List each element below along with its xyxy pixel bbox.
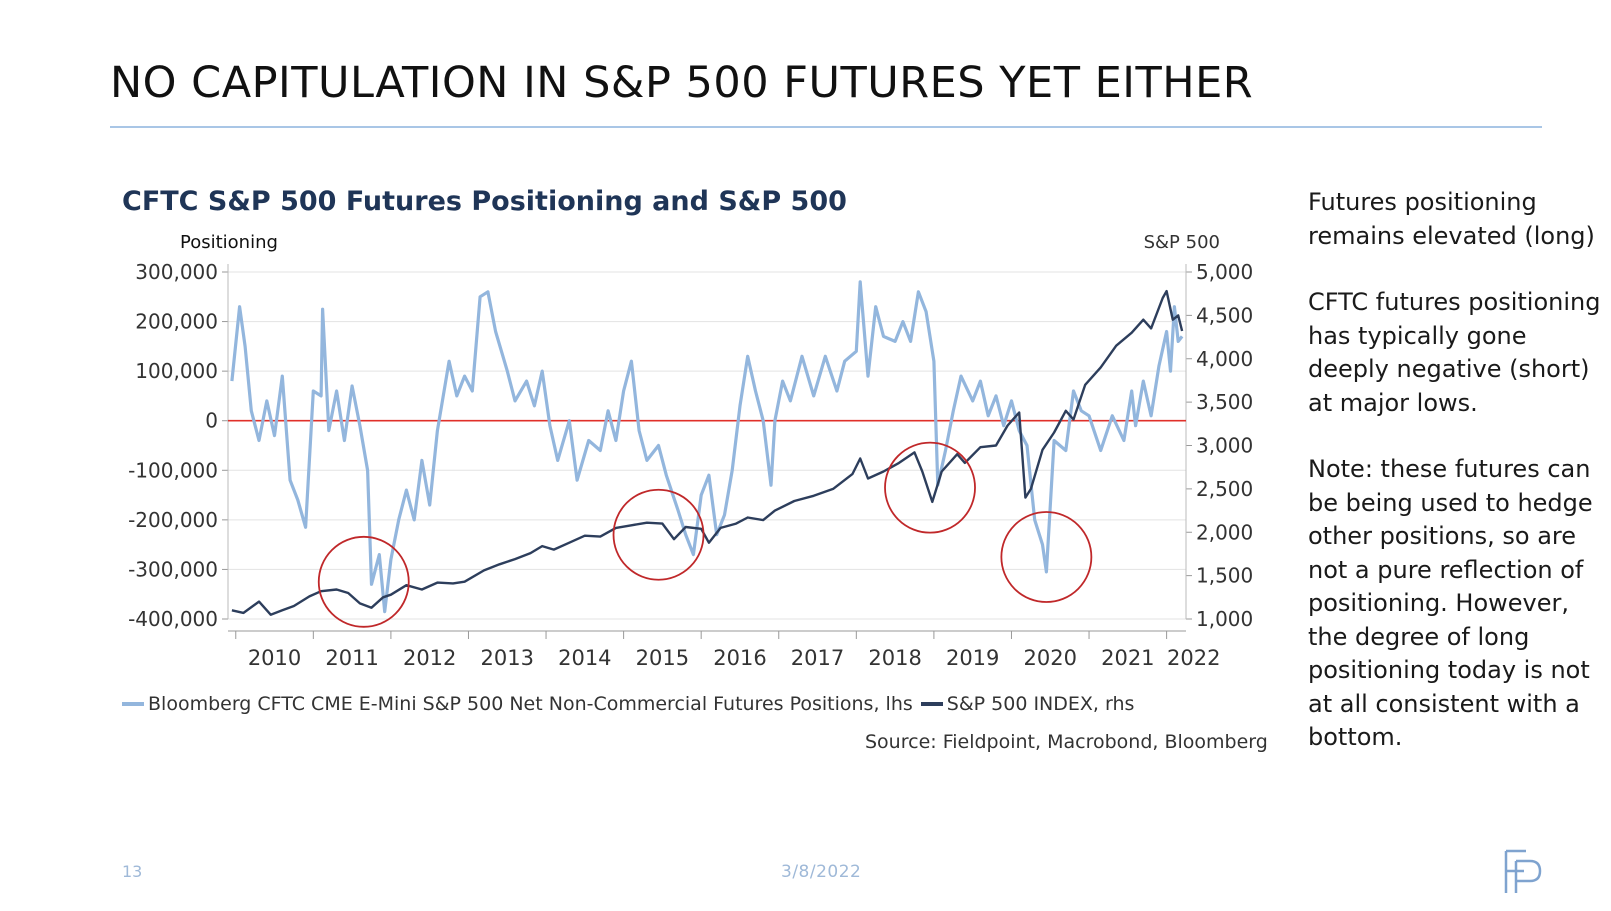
x-tick-label: 2013 [481,646,534,670]
side-paragraph-1: Futures positioning remains elevated (lo… [1308,188,1595,250]
chart-title: CFTC S&P 500 Futures Positioning and S&P… [122,186,847,217]
left-tick-label: 0 [205,409,218,433]
left-tick-label: -200,000 [128,508,218,532]
highlight-circle [1000,511,1093,603]
left-axis-title: Positioning [180,232,278,253]
legend-swatch-positions [122,702,144,706]
chart-source: Source: Fieldpoint, Macrobond, Bloomberg [865,731,1268,753]
x-tick-label: 2011 [325,646,378,670]
x-tick-label: 2014 [558,646,611,670]
x-tick-label: 2017 [791,646,844,670]
highlight-circle [884,441,976,534]
left-tick-label: 300,000 [135,260,218,284]
side-commentary: Futures positioning remains elevated (lo… [1308,186,1608,788]
side-paragraph-2: CFTC futures positioning has typically g… [1308,288,1601,417]
legend-label-positions: Bloomberg CFTC CME E-Mini S&P 500 Net No… [148,693,913,715]
x-tick-label: 2021 [1101,646,1154,670]
series-line-positions [230,280,1184,614]
right-tick-label: 2,000 [1196,520,1253,544]
page-number: 13 [122,862,143,881]
highlight-circle [317,535,410,628]
series-line-sp500 [231,289,1184,616]
right-tick-label: 5,000 [1196,260,1253,284]
right-tick-label: 1,000 [1196,607,1253,631]
x-tick-label: 2018 [868,646,921,670]
chart: Positioning S&P 500 300,000 200,000 100,000 0… [128,232,1253,670]
left-tick-label: -100,000 [128,458,218,482]
title-divider [110,126,1542,128]
x-tick-label: 2010 [248,646,301,670]
x-tick-label: 2019 [946,646,999,670]
right-tick-label: 4,500 [1196,303,1253,327]
x-tick-label: 2022 [1167,646,1220,670]
x-tick-label: 2020 [1024,646,1077,670]
legend-swatch-sp500 [920,702,943,706]
side-paragraph-3: Note: these futures can be being used to… [1308,455,1593,751]
right-tick-label: 4,000 [1196,347,1253,371]
right-tick-label: 2,500 [1196,477,1253,501]
right-axis-title: S&P 500 [1144,232,1220,253]
left-tick-label: -400,000 [128,607,218,631]
slide-title: NO CAPITULATION IN S&P 500 FUTURES YET E… [110,58,1254,108]
x-tick-label: 2012 [403,646,456,670]
left-tick-label: 100,000 [135,359,218,383]
right-tick-label: 1,500 [1196,564,1253,588]
x-tick-label: 2015 [636,646,689,670]
highlight-circle [612,488,705,581]
right-tick-label: 3,500 [1196,390,1253,414]
chart-legend: Bloomberg CFTC CME E-Mini S&P 500 Net No… [122,693,1134,715]
legend-label-sp500: S&P 500 INDEX, rhs [946,693,1135,715]
right-tick-label: 3,000 [1196,434,1253,458]
slide-date: 3/8/2022 [781,862,862,882]
left-tick-label: -300,000 [128,557,218,581]
fieldpoint-logo-icon [1504,849,1542,893]
x-tick-label: 2016 [713,646,766,670]
left-tick-label: 200,000 [135,310,218,334]
